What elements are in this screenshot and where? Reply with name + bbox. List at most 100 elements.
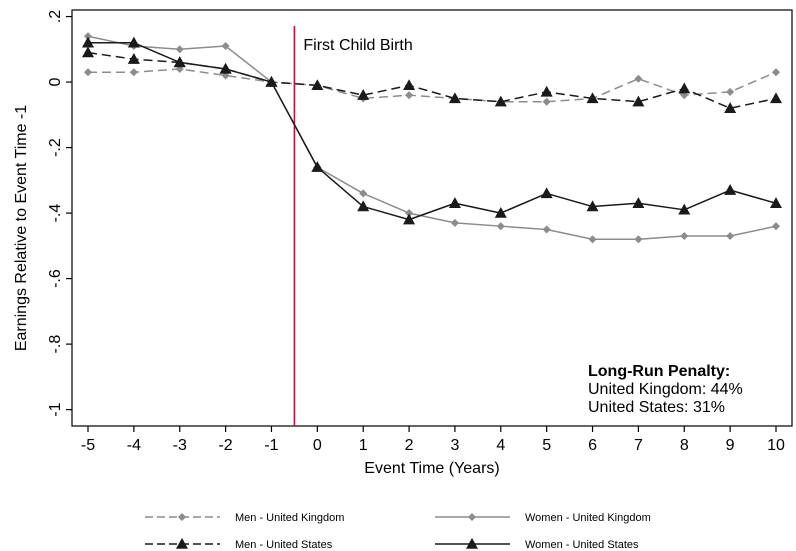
data-point bbox=[127, 36, 140, 48]
y-tick-label: -.4 bbox=[47, 204, 64, 223]
data-point bbox=[175, 45, 184, 54]
data-point bbox=[221, 71, 230, 80]
series-1 bbox=[83, 64, 781, 106]
series-3 bbox=[81, 46, 783, 113]
legend-item: Men - United Kingdom bbox=[145, 512, 344, 524]
legend-marker bbox=[465, 537, 479, 549]
y-tick-label: -.2 bbox=[47, 138, 64, 157]
data-point bbox=[632, 95, 645, 107]
data-point bbox=[357, 89, 370, 100]
data-point bbox=[403, 213, 416, 225]
x-tick-label: -2 bbox=[218, 437, 232, 454]
data-point bbox=[769, 92, 783, 104]
data-point bbox=[634, 74, 643, 83]
y-tick-label: -.6 bbox=[47, 269, 64, 288]
data-point bbox=[311, 79, 324, 91]
data-point bbox=[542, 97, 551, 106]
data-point bbox=[634, 235, 643, 244]
event-label: First Child Birth bbox=[303, 37, 412, 54]
data-point bbox=[219, 62, 232, 74]
data-point bbox=[771, 222, 781, 231]
legend-label: Women - United Kingdom bbox=[525, 512, 651, 524]
x-tick-label: 5 bbox=[542, 437, 551, 454]
data-point bbox=[81, 46, 95, 58]
series-line bbox=[87, 35, 777, 241]
x-axis-title: Event Time (Years) bbox=[364, 460, 499, 477]
data-point bbox=[680, 231, 689, 241]
legend-item: Men - United States bbox=[145, 537, 333, 551]
data-point bbox=[173, 56, 186, 68]
data-point bbox=[632, 197, 645, 208]
data-point bbox=[678, 82, 691, 94]
y-tick-label: .2 bbox=[47, 10, 64, 23]
data-point bbox=[494, 206, 507, 218]
data-point bbox=[448, 197, 461, 208]
data-point bbox=[680, 91, 689, 100]
data-point bbox=[586, 200, 599, 212]
y-axis-title: Earnings Relative to Event Time -1 bbox=[13, 105, 30, 351]
data-point bbox=[221, 42, 230, 51]
data-point bbox=[311, 161, 324, 172]
y-tick-label: 0 bbox=[47, 78, 64, 87]
data-point bbox=[265, 75, 278, 87]
x-tick-label: 7 bbox=[634, 437, 643, 454]
data-point bbox=[405, 91, 414, 100]
x-tick-label: -4 bbox=[127, 437, 141, 454]
series-line bbox=[87, 51, 777, 110]
data-point bbox=[357, 200, 370, 212]
penalty-annotation: Long-Run Penalty: United Kingdom: 44% Un… bbox=[588, 363, 743, 416]
series-4 bbox=[81, 36, 783, 225]
x-tick-label: 6 bbox=[588, 437, 597, 454]
series-group bbox=[81, 32, 783, 244]
legend: Men - United Kingdom Women - United Kingd… bbox=[145, 512, 651, 551]
series-line bbox=[88, 68, 777, 103]
event-marker: First Child Birth bbox=[293, 26, 413, 426]
data-point bbox=[726, 231, 735, 241]
data-point bbox=[769, 197, 783, 208]
data-point bbox=[127, 53, 140, 64]
data-point bbox=[83, 68, 93, 77]
legend-marker bbox=[175, 537, 189, 549]
x-tick-label: 3 bbox=[450, 437, 459, 454]
x-tick-label: -5 bbox=[81, 437, 95, 454]
y-tick-label: -1 bbox=[47, 402, 64, 416]
data-point bbox=[726, 87, 735, 96]
data-point bbox=[724, 102, 737, 113]
axes: .2 0 -.2 -.4 -.6 -.8 -1 -5 -4 -3 -2 -1 0 1 2 3 4 5 6 7 8 9 10 bbox=[47, 9, 793, 454]
x-tick-label: 1 bbox=[359, 437, 368, 454]
legend-item: Women - United States bbox=[435, 537, 639, 551]
legend-label: Men - United States bbox=[235, 539, 333, 551]
y-tick-label: -.8 bbox=[47, 335, 64, 354]
plot-frame bbox=[71, 9, 793, 427]
data-point bbox=[129, 68, 138, 77]
x-tick-label: 10 bbox=[767, 437, 785, 454]
data-point bbox=[678, 203, 691, 215]
legend-item: Women - United Kingdom bbox=[435, 512, 651, 524]
data-point bbox=[588, 235, 597, 244]
series-line bbox=[88, 42, 777, 221]
data-point bbox=[450, 218, 459, 227]
legend-label: Women - United States bbox=[525, 539, 639, 551]
x-tick-label: 8 bbox=[680, 437, 689, 454]
x-tick-label: 9 bbox=[726, 437, 735, 454]
data-point bbox=[81, 36, 95, 48]
penalty-us: United States: 31% bbox=[588, 399, 725, 416]
data-point bbox=[771, 68, 781, 77]
penalty-uk: United Kingdom: 44% bbox=[588, 381, 743, 398]
legend-marker bbox=[467, 512, 477, 522]
penalty-title: Long-Run Penalty: bbox=[588, 363, 730, 380]
data-point bbox=[496, 222, 505, 231]
x-tick-label: 4 bbox=[496, 437, 505, 454]
data-point bbox=[540, 85, 553, 97]
x-tick-label: -1 bbox=[264, 437, 278, 454]
data-point bbox=[494, 95, 507, 107]
x-tick-label: -3 bbox=[173, 437, 187, 454]
x-tick-label: 0 bbox=[313, 437, 322, 454]
data-point bbox=[359, 189, 368, 198]
data-point bbox=[403, 79, 416, 91]
legend-marker bbox=[177, 512, 187, 522]
data-point bbox=[542, 225, 551, 234]
x-tick-label: 2 bbox=[405, 437, 414, 454]
data-point bbox=[540, 187, 553, 199]
